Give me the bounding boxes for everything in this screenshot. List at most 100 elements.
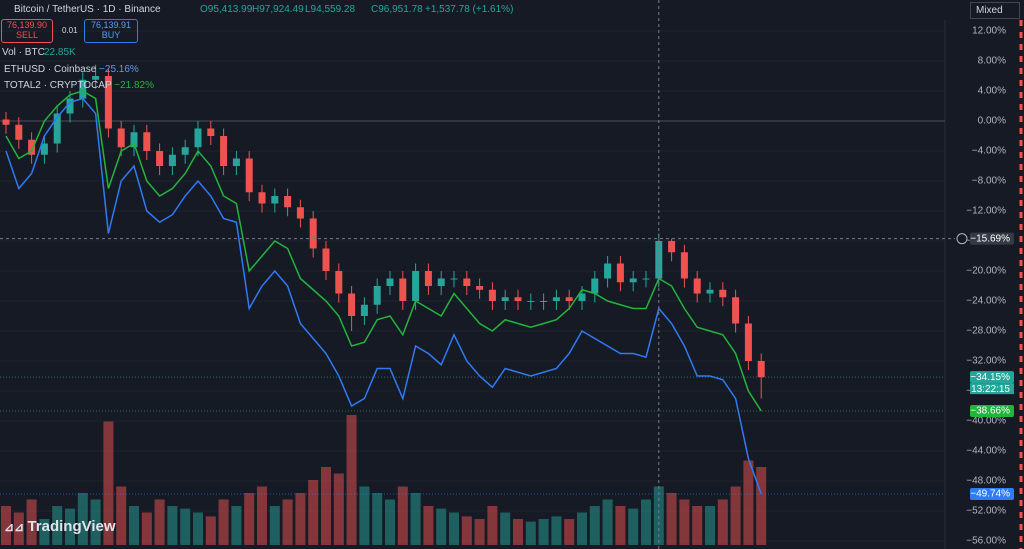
volume-bar: [717, 499, 728, 545]
volume-bar: [628, 508, 639, 545]
candle-body: [642, 278, 650, 280]
candle-body: [373, 286, 381, 305]
volume-bar: [474, 519, 485, 545]
volume-bar: [372, 493, 383, 545]
volume-bar: [244, 493, 255, 545]
candle-body: [348, 293, 356, 316]
candle-body: [501, 297, 509, 301]
volume-bar: [666, 493, 677, 545]
candle-body: [40, 143, 48, 155]
candle-body: [757, 361, 765, 378]
candle-body: [719, 289, 727, 298]
candle-body: [284, 196, 292, 208]
price-badge-label: −38.66%: [970, 406, 1010, 417]
candle-body: [450, 278, 458, 280]
volume-bar: [218, 499, 229, 545]
ohlc-high: H97,924.49: [252, 4, 304, 15]
y-tick-label: −4.00%: [972, 146, 1006, 157]
volume-bar: [615, 506, 626, 545]
candle-body: [92, 76, 100, 80]
candle-body: [207, 128, 215, 136]
volume-bar: [103, 421, 114, 545]
candle-body: [335, 271, 343, 294]
candle-body: [488, 289, 496, 301]
y-tick-label: −48.00%: [966, 476, 1006, 487]
volume-bar: [679, 499, 690, 545]
candle-body: [629, 278, 637, 283]
price-badge: [970, 232, 1014, 245]
scale-mode[interactable]: Mixed: [970, 2, 1020, 19]
volume-bar: [52, 506, 63, 545]
candle-body: [680, 252, 688, 279]
branding: ⊿⊿ TradingView: [4, 518, 116, 535]
candle-body: [552, 297, 560, 301]
y-tick-label: −40.00%: [966, 416, 1006, 427]
brand-text: TradingView: [27, 518, 116, 535]
volume-bar: [1, 506, 11, 545]
volume-bar: [180, 508, 191, 545]
y-tick-label: −44.00%: [966, 446, 1006, 457]
candle-body: [412, 271, 420, 301]
y-tick-label: 4.00%: [978, 86, 1006, 97]
candle-body: [232, 158, 240, 166]
y-tick-label: −52.00%: [966, 506, 1006, 517]
candle-body: [706, 289, 714, 294]
volume-bar: [653, 486, 664, 545]
buy-button[interactable]: 76,139.91 BUY: [84, 19, 138, 43]
candle-body: [296, 207, 304, 219]
volume-bar: [500, 512, 511, 545]
legend-name: ETHUSD · Coinbase: [4, 64, 97, 75]
candle-body: [258, 192, 266, 204]
countdown: 13:22:15: [971, 384, 1010, 395]
candle-body: [245, 158, 253, 193]
candle-body: [53, 113, 61, 144]
countdown-badge: [970, 383, 1014, 395]
legend-value: −21.82%: [114, 80, 154, 91]
candle-body: [565, 297, 573, 301]
volume-bar: [154, 499, 165, 545]
sell-label: SELL: [15, 30, 39, 40]
volume-bar: [410, 493, 421, 545]
y-tick-label: 12.00%: [972, 26, 1006, 37]
volume-bar: [141, 512, 152, 545]
volume-bar: [282, 499, 293, 545]
candle-body: [117, 128, 125, 148]
candle-body: [616, 263, 624, 283]
symbol-title: Bitcoin / TetherUS · 1D · Binance: [14, 4, 161, 15]
candle-body: [578, 293, 586, 301]
volume-bar: [39, 519, 50, 545]
volume-bar: [525, 521, 536, 545]
volume-bar: [26, 499, 37, 545]
candle-body: [360, 304, 368, 316]
candle-body: [540, 301, 548, 302]
legend-name: TOTAL2 · CRYPTOCAP: [4, 80, 112, 91]
candle-body: [194, 128, 202, 148]
volume-bar: [397, 486, 408, 545]
price-badge-label: −15.69%: [970, 233, 1010, 244]
sell-button[interactable]: 76,139.90 SELL: [1, 19, 53, 43]
y-tick-label: −24.00%: [966, 296, 1006, 307]
candle-body: [476, 286, 484, 290]
candle-body: [309, 218, 317, 249]
volume-bar: [487, 506, 498, 545]
candle-body: [220, 136, 228, 166]
volume-bar: [295, 493, 306, 545]
volume-bar: [513, 519, 523, 545]
volume-bar: [577, 512, 587, 545]
volume-bar: [564, 519, 575, 545]
y-tick-label: −12.00%: [966, 206, 1006, 217]
y-tick-label: 0.00%: [978, 116, 1006, 127]
y-tick-label: −28.00%: [966, 326, 1006, 337]
price-badge: [970, 488, 1014, 501]
candle-body: [104, 76, 112, 129]
price-badge-label: −34.15%: [970, 372, 1010, 383]
candle-body: [322, 248, 330, 271]
volume-bar: [359, 486, 370, 545]
volume-bar: [231, 506, 242, 545]
candle-body: [399, 278, 407, 301]
candle-body: [386, 278, 394, 286]
price-axis: [945, 0, 1024, 549]
volume-bar: [77, 493, 88, 545]
ohlc-change: +1,537.78 (+1.61%): [425, 4, 514, 15]
volume-bar: [13, 512, 24, 545]
